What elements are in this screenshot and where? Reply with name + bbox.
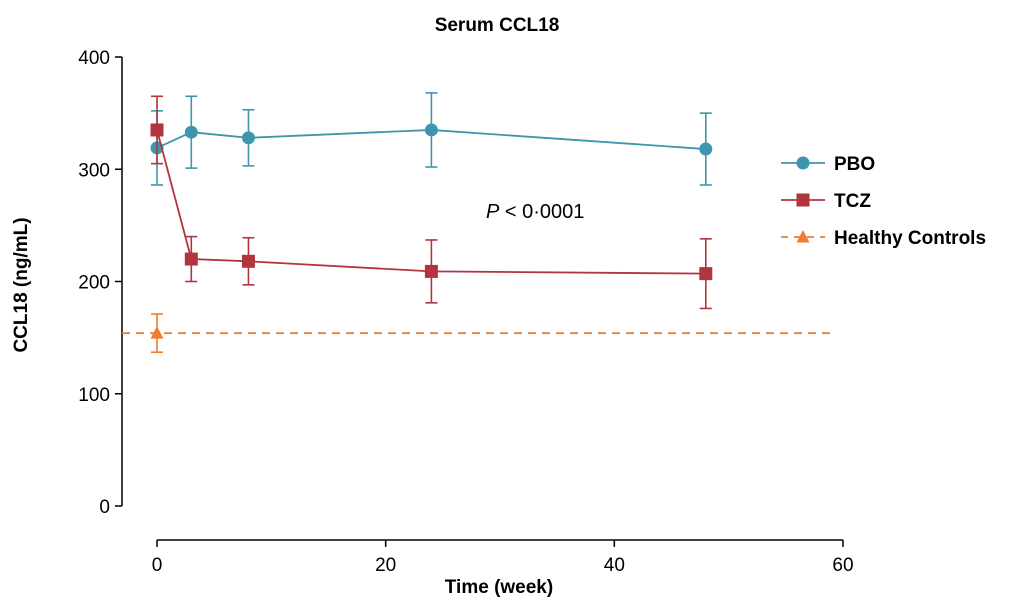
pbo-point [424, 123, 438, 137]
y-tick-label: 0 [99, 497, 110, 518]
p-value-annotation: P < 0·0001 [486, 201, 584, 223]
axes: 0 100 200 300 400 0 20 40 60 [78, 48, 853, 576]
healthy-controls-point [150, 326, 164, 339]
legend-marker-healthy-controls [796, 230, 810, 243]
p-value-text: < 0·0001 [499, 201, 584, 223]
legend-item-tcz: TCZ [781, 191, 871, 212]
p-value-prefix: P [486, 201, 500, 223]
y-tick-label: 300 [78, 160, 110, 181]
series-tcz [150, 95, 713, 310]
tcz-point [699, 267, 713, 281]
plot-area [122, 92, 835, 354]
legend-label-tcz: TCZ [834, 191, 871, 212]
legend-label-pbo: PBO [834, 154, 875, 175]
tcz-point [424, 264, 438, 278]
legend: PBO TCZ Healthy Controls [781, 154, 986, 249]
series-healthy-controls [122, 313, 835, 354]
y-tick-label: 400 [78, 48, 110, 69]
x-tick-label: 20 [375, 555, 396, 576]
x-tick-label: 40 [604, 555, 625, 576]
x-tick-label: 0 [152, 555, 163, 576]
legend-marker-tcz [796, 193, 810, 207]
legend-label-healthy-controls: Healthy Controls [834, 228, 986, 249]
legend-item-healthy-controls: Healthy Controls [781, 228, 986, 249]
pbo-point [699, 142, 713, 156]
x-axis-label: Time (week) [445, 577, 553, 598]
legend-marker-pbo [796, 156, 810, 170]
tcz-point [241, 254, 255, 268]
chart-title: Serum CCL18 [435, 15, 560, 36]
legend-item-pbo: PBO [781, 154, 875, 175]
y-axis-label: CCL18 (ng/mL) [11, 217, 32, 352]
pbo-point [184, 125, 198, 139]
tcz-point [150, 123, 164, 137]
y-tick-label: 200 [78, 273, 110, 294]
x-tick-label: 60 [832, 555, 853, 576]
series-pbo [150, 92, 713, 186]
pbo-point [241, 131, 255, 145]
y-tick-label: 100 [78, 385, 110, 406]
tcz-point [184, 252, 198, 266]
